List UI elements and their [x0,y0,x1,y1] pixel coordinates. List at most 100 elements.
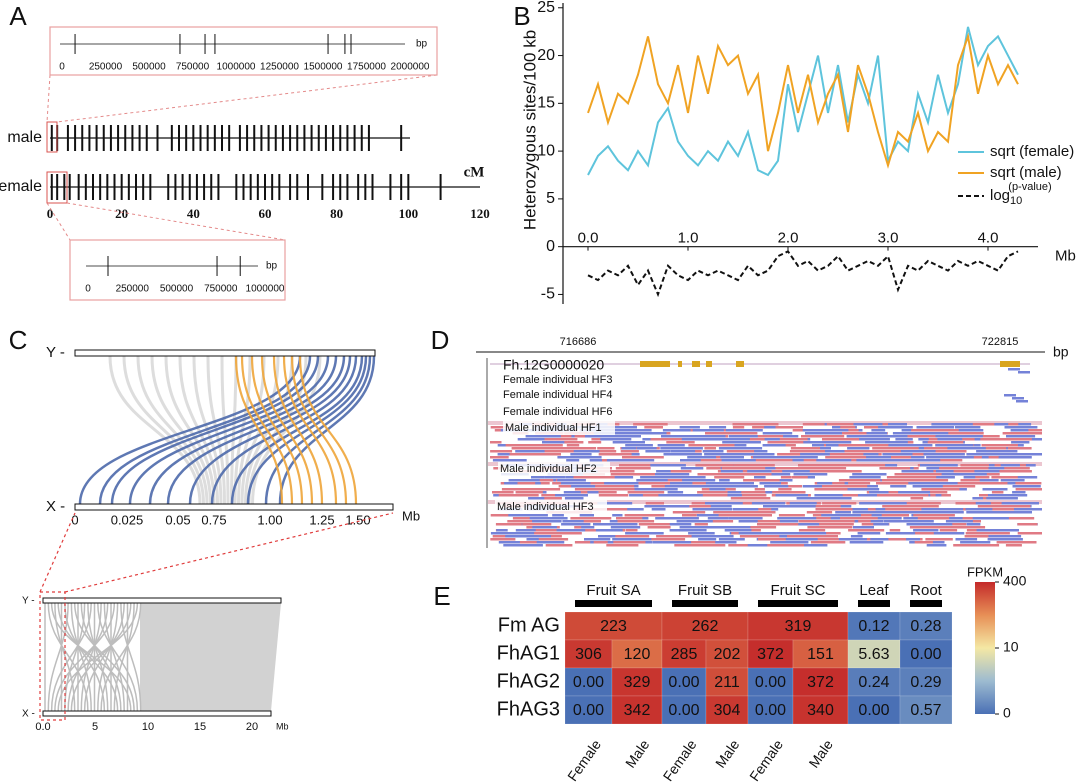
read [1011,441,1030,444]
read [579,514,594,517]
read [975,453,1005,456]
read [808,526,847,529]
read [490,426,513,429]
read [940,459,963,462]
read [732,444,747,447]
read [730,497,752,500]
read [494,429,506,432]
read [695,532,713,535]
read [871,514,883,517]
read [713,526,740,529]
read [764,467,779,470]
read [787,485,802,488]
read [798,523,837,526]
read [986,473,1000,476]
read [739,535,780,538]
cell-label: 0.12 [858,618,889,635]
read [986,497,1018,500]
read [935,444,974,447]
read [777,453,801,456]
read [606,459,644,462]
read [724,529,752,532]
read [960,485,972,488]
read [989,435,1000,438]
read [825,502,836,505]
read [779,479,793,482]
x-chromosome [74,503,394,511]
read [816,459,852,462]
synteny-curve [260,355,314,505]
read [902,450,926,453]
synteny-curve [47,602,69,712]
synteny-curve [110,355,320,505]
read [807,485,834,488]
synteny-curve [150,355,212,505]
read [820,450,858,453]
read [966,453,987,456]
read [751,511,776,514]
y-tick-label: 25 [537,0,555,16]
row-label: male [7,129,42,146]
cell-label: 0.00 [668,702,699,719]
read [728,517,763,520]
read [918,450,936,453]
read [852,514,889,517]
read [1012,397,1024,400]
cell-label: 0.00 [573,674,604,691]
read [682,479,714,482]
read [960,479,980,482]
read [981,470,1017,473]
read [707,517,729,520]
read [825,456,863,459]
read [783,523,794,526]
read [901,491,919,494]
read [566,459,580,462]
read [727,502,747,505]
panel-label: C [9,325,28,355]
read [775,467,802,470]
read [709,488,726,491]
read [1015,482,1042,485]
read [918,459,947,462]
read [662,429,691,432]
read [638,523,670,526]
read [636,479,668,482]
read [907,435,936,438]
read [910,497,924,500]
read [848,529,866,532]
read [848,482,871,485]
read [732,423,763,426]
read [519,438,532,441]
cell-label: 0.24 [858,674,889,691]
exon [640,361,670,367]
read [718,447,756,450]
read [508,514,548,517]
heatmap-cell [847,667,901,697]
read [981,444,1018,447]
heatmap-cell [661,639,707,669]
x-tick-label: 0 [71,512,78,527]
column-group-label: Root [910,582,943,599]
read [866,432,888,435]
read [725,429,763,432]
read [884,520,910,523]
track-label: Male individual HF3 [497,501,594,513]
heatmap-cell [661,695,707,725]
read [758,538,786,541]
zoom-box [49,26,438,76]
read [932,485,969,488]
heatmap-cell [847,695,901,725]
read [533,453,553,456]
read [857,532,881,535]
x-tick-label: 0.75 [201,512,226,527]
read [719,508,731,511]
read [625,532,644,535]
column-label: Male [712,737,743,771]
read [564,497,584,500]
read [762,432,793,435]
x-chromosome [42,710,272,717]
read [850,535,863,538]
read [924,523,935,526]
track-label: Y - [22,596,35,607]
cell-label: 0.29 [910,674,941,691]
